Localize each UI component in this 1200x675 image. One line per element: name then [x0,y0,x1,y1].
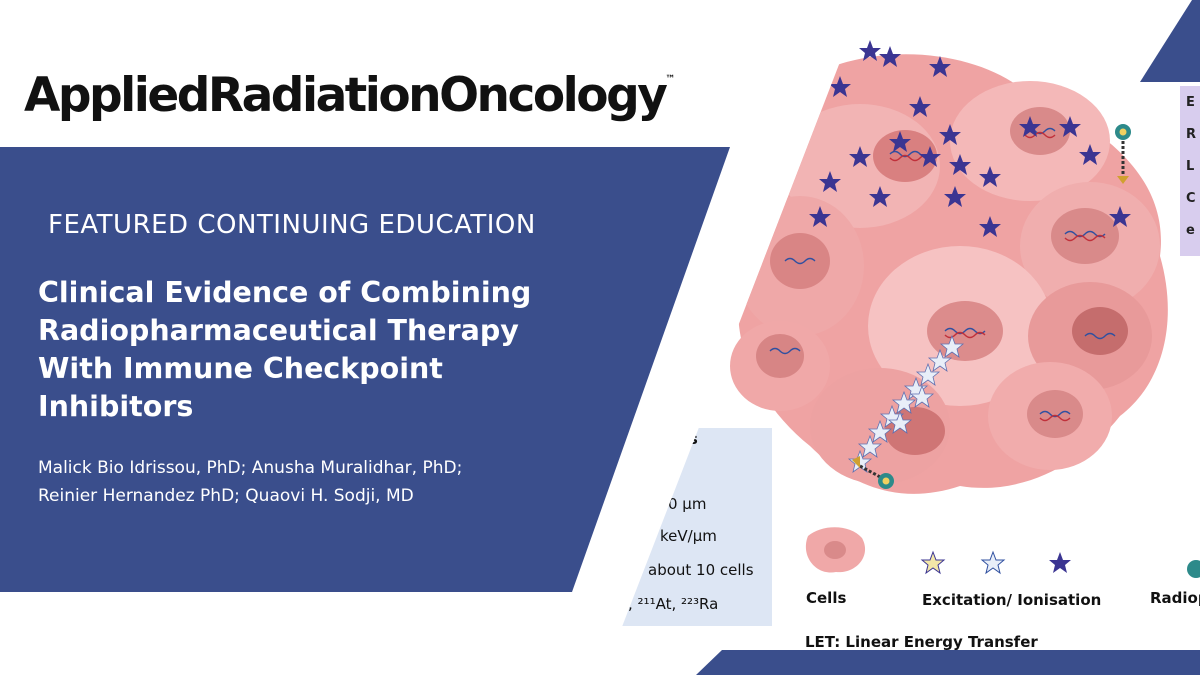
figure-footnote: LET: Linear Energy Transfer [805,633,1038,651]
logo-text: AppliedRadiationOncology [24,68,668,123]
ionisation-stars [809,40,1131,237]
nucleus [1072,307,1128,355]
nucleus [1027,390,1083,438]
article-title[interactable]: Clinical Evidence of Combining Radiophar… [38,274,638,426]
brand-logo: AppliedRadiationOncology™ [24,68,675,123]
title-line: With Immune Checkpoint [38,352,443,385]
author-line: Malick Bio Idrissou, PhD; Anusha Muralid… [38,458,463,478]
radio-icon [1187,560,1200,578]
alpha-track [847,334,965,473]
star-dark-icon [1049,552,1071,573]
right-box-letter: C [1186,191,1196,206]
legend-radio-label: Radiop [1150,589,1200,607]
dna-icon [784,257,816,265]
properties-line: V [668,461,679,479]
figure-legend: Cells Excitation/ Ionisation Radiop LET:… [805,527,1200,651]
tumor-cluster [730,54,1168,494]
trademark-symbol: ™ [665,74,676,85]
star-light-icon [920,550,946,575]
properties-line: about 10 cells [648,561,754,579]
radioligand-icon [1115,124,1131,184]
right-info-box [1180,86,1200,256]
right-box-letter: R [1186,127,1196,142]
figure-panel: E R L C e nes V 0 μm keV/μm about 10 cel… [560,36,1200,675]
feature-text-block: FEATURED CONTINUING EDUCATION Clinical E… [38,210,638,510]
properties-line: 0 μm [668,495,706,513]
legend-cells-label: Cells [806,589,846,607]
title-line: Inhibitors [38,390,194,423]
section-eyebrow: FEATURED CONTINUING EDUCATION [48,210,536,240]
properties-line: , ²¹¹At, ²²³Ra [628,595,718,613]
author-list: Malick Bio Idrissou, PhD; Anusha Muralid… [38,454,638,510]
nucleus [1010,107,1070,155]
right-box-letter: e [1186,223,1195,238]
dna-icon [769,347,801,355]
author-line: Reinier Hernandez PhD; Quaovi H. Sodji, … [38,486,414,506]
properties-line: nes [668,430,698,448]
right-box-letter: E [1186,95,1195,110]
title-line: Clinical Evidence of Combining [38,276,532,309]
dna-icon [1084,332,1116,340]
right-box-letter: L [1186,159,1194,174]
star-outline-icon [980,550,1006,575]
dna-icon [1039,410,1071,418]
radiation-figure: E R L C e nes V 0 μm keV/μm about 10 cel… [620,36,1200,675]
nucleus [770,233,830,289]
title-line: Radiopharmaceutical Therapy [38,314,519,347]
nucleus [1051,208,1119,264]
properties-line: keV/μm [660,527,717,545]
legend-excitation-label: Excitation/ Ionisation [922,591,1101,609]
nucleus [756,334,804,378]
radioligand-icon [852,456,894,489]
